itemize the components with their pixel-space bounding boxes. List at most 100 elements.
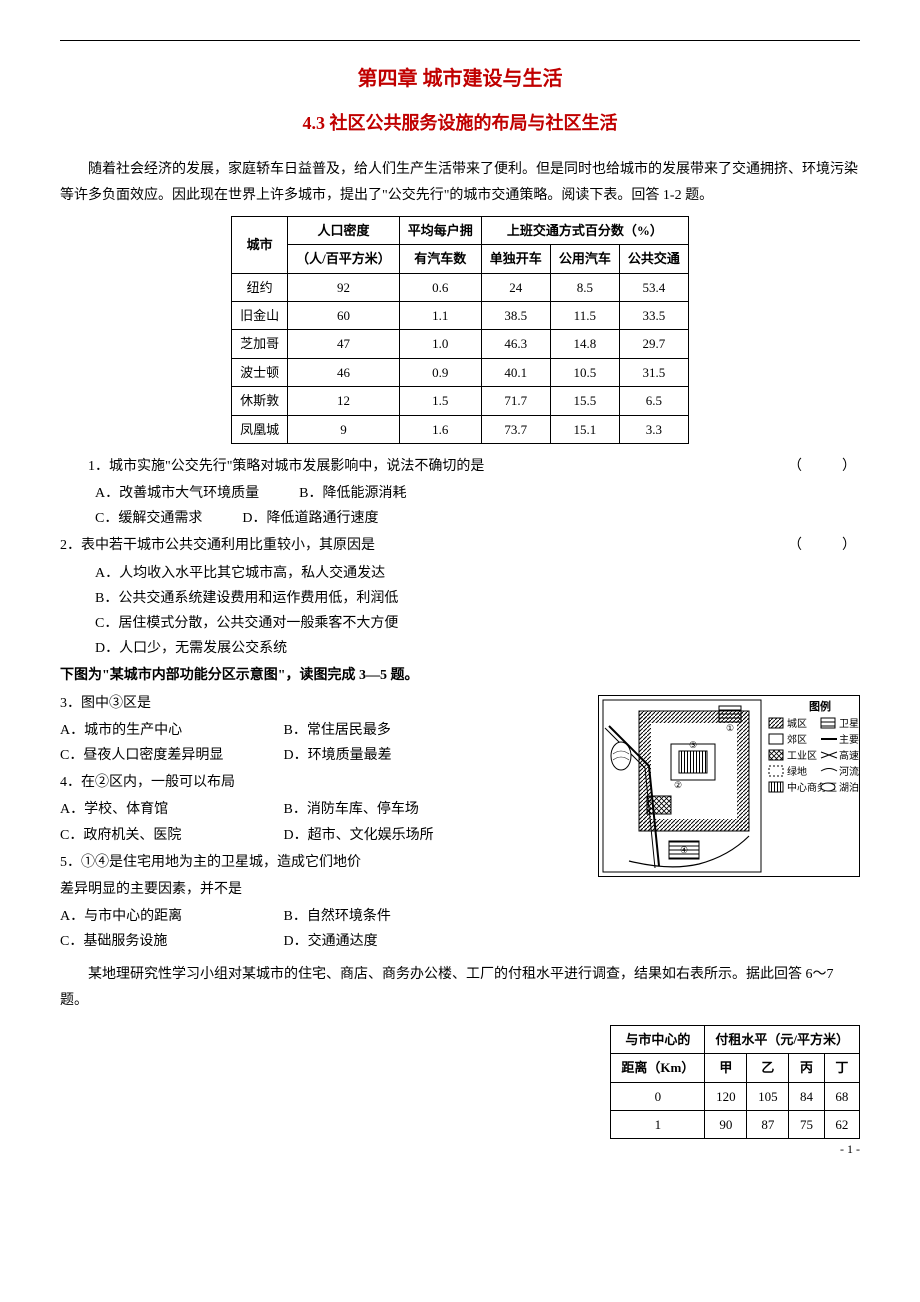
svg-text:图例: 图例 — [809, 699, 831, 713]
figure-intro: 下图为"某城市内部功能分区示意图"，读图完成 3—5 题。 — [60, 663, 860, 688]
table-cell: 0.9 — [399, 358, 481, 386]
q2-stem: 2．表中若干城市公共交通利用比重较小，其原因是 （ ） — [60, 533, 860, 558]
table-cell: 11.5 — [550, 301, 619, 329]
table-cell: 1 — [611, 1111, 705, 1139]
table-cell: 3.3 — [619, 415, 688, 443]
svg-text:绿地: 绿地 — [787, 765, 807, 778]
table-cell: 92 — [288, 273, 400, 301]
q2-paren: （ ） — [788, 533, 860, 558]
table-cell: 8.5 — [550, 273, 619, 301]
th-commute: 上班交通方式百分数（%） — [481, 216, 688, 244]
q5-optC: C．基础服务设施 — [60, 929, 280, 954]
q2-optB: B．公共交通系统建设费用和运作费用低，利润低 — [95, 586, 860, 611]
q4-optB: B．消防车库、停车场 — [284, 797, 504, 822]
table-cell: 40.1 — [481, 358, 550, 386]
table-cell: 62 — [824, 1111, 859, 1139]
rent-col-3: 丁 — [824, 1054, 859, 1082]
table-cell: 87 — [747, 1111, 789, 1139]
table-cell: 15.1 — [550, 415, 619, 443]
th-cars-unit: 有汽车数 — [399, 245, 481, 273]
table-cell: 波士顿 — [232, 358, 288, 386]
q1-optB: B．降低能源消耗 — [299, 481, 406, 506]
svg-text:高速公: 高速公 — [839, 749, 860, 762]
table-cell: 15.5 — [550, 387, 619, 415]
q1-optA: A．改善城市大气环境质量 — [95, 481, 259, 506]
svg-text:①: ① — [726, 723, 734, 733]
rent-table: 与市中心的 付租水平（元/平方米） 距离（Km） 甲 乙 丙 丁 0120105… — [610, 1025, 860, 1140]
table-cell: 1.0 — [399, 330, 481, 358]
q3-optD: D．环境质量最差 — [284, 743, 504, 768]
table-cell: 38.5 — [481, 301, 550, 329]
th-share: 公用汽车 — [550, 245, 619, 273]
table-cell: 24 — [481, 273, 550, 301]
svg-text:③: ③ — [689, 740, 697, 750]
table-cell: 60 — [288, 301, 400, 329]
chapter-title: 第四章 城市建设与生活 — [60, 61, 860, 97]
table-cell: 33.5 — [619, 301, 688, 329]
q1-optD: D．降低道路通行速度 — [242, 506, 378, 531]
q4-optD: D．超市、文化娱乐场所 — [284, 823, 504, 848]
q1-optC: C．缓解交通需求 — [95, 506, 202, 531]
q2-text: 2．表中若干城市公共交通利用比重较小，其原因是 — [60, 538, 375, 553]
q2-optD: D．人口少，无需发展公交系统 — [95, 636, 860, 661]
table-cell: 6.5 — [619, 387, 688, 415]
table-cell: 9 — [288, 415, 400, 443]
svg-text:主要公: 主要公 — [839, 734, 860, 746]
th-city: 城市 — [232, 216, 288, 273]
q4-optC: C．政府机关、医院 — [60, 823, 280, 848]
svg-text:④: ④ — [680, 845, 688, 855]
svg-text:卫星城: 卫星城 — [839, 718, 860, 730]
zone-diagram: ① ③ ② ④ 图例 城区 卫星城 — [598, 695, 860, 886]
intro-paragraph: 随着社会经济的发展，家庭轿车日益普及，给人们生产生活带来了便利。但是同时也给城市… — [60, 157, 860, 207]
rent-h-dist: 与市中心的 — [611, 1025, 705, 1053]
table-cell: 0.6 — [399, 273, 481, 301]
transport-table: 城市 人口密度 平均每户拥 上班交通方式百分数（%） （人/百平方米） 有汽车数… — [231, 216, 689, 444]
table-cell: 84 — [789, 1082, 824, 1110]
q4-optA: A．学校、体育馆 — [60, 797, 280, 822]
page-number: - 1 - — [60, 1139, 860, 1161]
table-cell: 68 — [824, 1082, 859, 1110]
svg-text:②: ② — [674, 780, 682, 790]
q1-paren: （ ） — [760, 454, 860, 479]
q3-optA: A．城市的生产中心 — [60, 718, 280, 743]
table-cell: 47 — [288, 330, 400, 358]
q5-optA: A．与市中心的距离 — [60, 904, 280, 929]
table-cell: 休斯敦 — [232, 387, 288, 415]
rent-h-dist2: 距离（Km） — [611, 1054, 705, 1082]
table-cell: 1.5 — [399, 387, 481, 415]
table-cell: 75 — [789, 1111, 824, 1139]
table-cell: 10.5 — [550, 358, 619, 386]
rent-col-2: 丙 — [789, 1054, 824, 1082]
th-density: 人口密度 — [288, 216, 400, 244]
svg-text:河流: 河流 — [839, 765, 859, 778]
table-cell: 芝加哥 — [232, 330, 288, 358]
table-cell: 12 — [288, 387, 400, 415]
table-cell: 14.8 — [550, 330, 619, 358]
table-cell: 73.7 — [481, 415, 550, 443]
q1-stem: 1．城市实施"公交先行"策略对城市发展影响中，说法不确切的是 （ ） — [60, 454, 860, 479]
q3-optB: B．常住居民最多 — [284, 718, 504, 743]
table-cell: 105 — [747, 1082, 789, 1110]
svg-text:城区: 城区 — [787, 718, 807, 730]
q5-optB: B．自然环境条件 — [284, 904, 504, 929]
rent-h-rent: 付租水平（元/平方米） — [705, 1025, 860, 1053]
table-cell: 旧金山 — [232, 301, 288, 329]
q1-text: 1．城市实施"公交先行"策略对城市发展影响中，说法不确切的是 — [88, 459, 484, 474]
table-cell: 31.5 — [619, 358, 688, 386]
table-cell: 46 — [288, 358, 400, 386]
q2-optC: C．居住模式分散，公共交通对一般乘客不大方便 — [95, 611, 860, 636]
th-cars: 平均每户拥 — [399, 216, 481, 244]
table-cell: 纽约 — [232, 273, 288, 301]
svg-text:工业区: 工业区 — [787, 750, 817, 762]
table-cell: 1.1 — [399, 301, 481, 329]
table-cell: 71.7 — [481, 387, 550, 415]
svg-text:湖泊: 湖泊 — [839, 782, 859, 794]
table-cell: 120 — [705, 1082, 747, 1110]
th-density-unit: （人/百平方米） — [288, 245, 400, 273]
th-public: 公共交通 — [619, 245, 688, 273]
table-cell: 90 — [705, 1111, 747, 1139]
section-title: 4.3 社区公共服务设施的布局与社区生活 — [60, 107, 860, 139]
table-cell: 53.4 — [619, 273, 688, 301]
q3-optC: C．昼夜人口密度差异明显 — [60, 743, 280, 768]
table-cell: 1.6 — [399, 415, 481, 443]
